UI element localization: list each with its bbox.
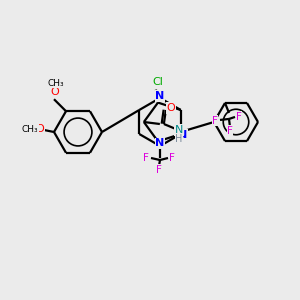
Text: F: F (169, 153, 175, 163)
Text: CH₃: CH₃ (48, 79, 64, 88)
Text: N: N (175, 125, 183, 135)
Text: N: N (155, 91, 165, 101)
Text: Cl: Cl (152, 76, 164, 87)
Text: O: O (167, 103, 175, 113)
Text: F: F (236, 112, 242, 122)
Text: CH₃: CH₃ (22, 124, 38, 134)
Text: F: F (227, 126, 233, 136)
Text: F: F (212, 116, 218, 126)
Text: O: O (36, 124, 44, 134)
Text: H: H (175, 134, 182, 144)
Text: F: F (143, 153, 149, 163)
Text: O: O (51, 87, 59, 97)
Text: N: N (155, 138, 165, 148)
Text: F: F (156, 165, 162, 175)
Text: N: N (178, 130, 188, 140)
